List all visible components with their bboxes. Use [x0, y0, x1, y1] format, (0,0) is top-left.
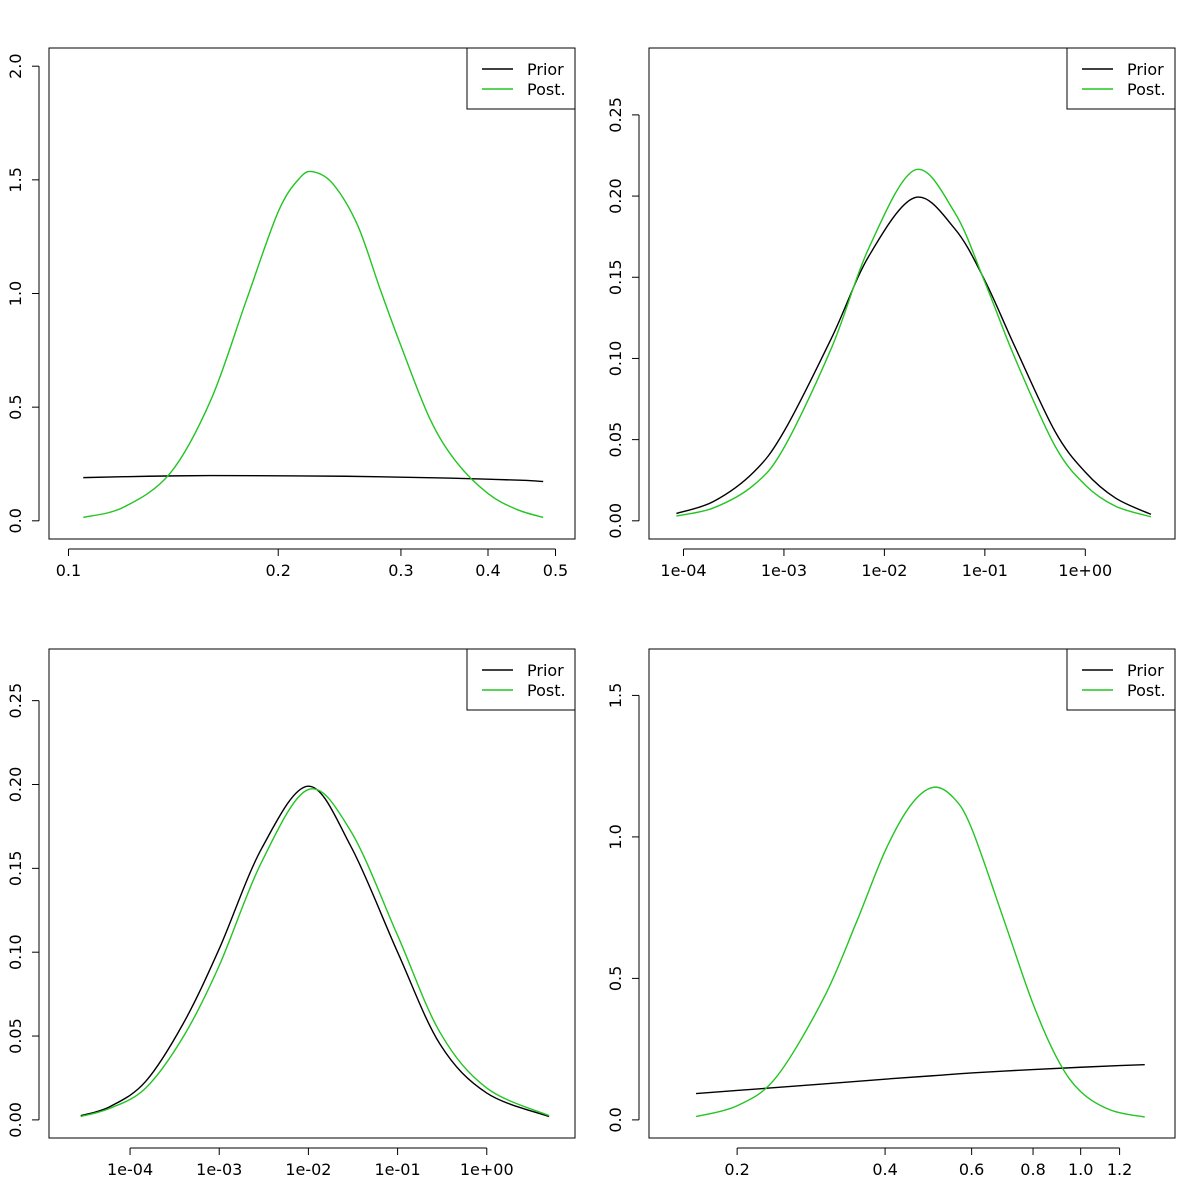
x-tick-label: 0.2 [266, 561, 291, 580]
y-tick-label: 0.15 [606, 259, 625, 295]
prior-curve [83, 474, 544, 483]
posterior-curve [83, 170, 544, 519]
y-tick-label: 0.00 [6, 1102, 25, 1138]
y-tick-label: 2.0 [6, 53, 25, 78]
x-tick-label: 0.6 [959, 1160, 984, 1179]
x-tick-label: 1e-01 [375, 1160, 421, 1179]
posterior-curve [695, 786, 1145, 1118]
y-tick-label: 0.20 [606, 178, 625, 214]
panel-3: 1e-04 1e-03 1e-02 1e-01 1e+00 0.00 0.05 0.10 0.1… [6, 648, 576, 1179]
y-tick-label: 0.5 [6, 394, 25, 419]
y-tick-label: 0.0 [606, 1107, 625, 1132]
x-tick-label: 1e-04 [660, 561, 706, 580]
legend-label: Prior [1127, 60, 1164, 79]
x-tick-label: 1e-01 [962, 561, 1008, 580]
y-tick-label: 0.10 [606, 341, 625, 377]
x-tick-label: 1e-02 [285, 1160, 331, 1179]
x-tick-label: 1.0 [1068, 1160, 1093, 1179]
x-tick-label: 1e-03 [196, 1160, 242, 1179]
prior-curve [80, 785, 550, 1118]
x-tick-label: 1e+00 [460, 1160, 514, 1179]
legend-label: Post. [527, 681, 566, 700]
x-tick-label: 0.1 [56, 561, 81, 580]
x-tick-label: 0.5 [543, 561, 568, 580]
panel-2: 1e-04 1e-03 1e-02 1e-01 1e+00 0.00 0.05 0.10 0.1… [606, 47, 1176, 580]
y-tick-label: 0.5 [606, 966, 625, 991]
y-tick-label: 0.20 [6, 767, 25, 803]
x-tick-label: 1e+00 [1058, 561, 1112, 580]
x-tick-label: 0.4 [475, 561, 500, 580]
legend-box [466, 47, 576, 110]
x-tick-label: 1e-04 [107, 1160, 153, 1179]
x-tick-label: 0.4 [872, 1160, 897, 1179]
plot-frame [48, 47, 576, 540]
y-tick-label: 0.25 [6, 683, 25, 719]
y-tick-label: 0.15 [6, 851, 25, 887]
x-tick-label: 1e-02 [861, 561, 907, 580]
y-tick-label: 1.0 [6, 281, 25, 306]
y-tick-label: 0.0 [6, 508, 25, 533]
legend-label: Post. [527, 80, 566, 99]
x-tick-label: 0.3 [388, 561, 413, 580]
legend-box [1066, 47, 1176, 110]
x-tick-label: 0.8 [1020, 1160, 1045, 1179]
legend-box [1066, 648, 1176, 711]
y-tick-label: 0.00 [606, 503, 625, 539]
posterior-curve [80, 788, 550, 1118]
plot-frame [48, 648, 576, 1139]
prior-curve [676, 196, 1152, 515]
y-tick-label: 1.5 [6, 167, 25, 192]
legend-label: Prior [527, 60, 564, 79]
prior-curve [696, 1064, 1145, 1095]
posterior-curve [676, 168, 1152, 518]
y-tick-label: 1.5 [606, 683, 625, 708]
y-tick-label: 0.10 [6, 934, 25, 970]
y-tick-label: 0.05 [606, 422, 625, 458]
plot-frame [648, 648, 1176, 1139]
x-tick-label: 0.2 [724, 1160, 749, 1179]
legend-label: Post. [1127, 80, 1166, 99]
x-tick-label: 1e-03 [761, 561, 807, 580]
legend-box [466, 648, 576, 711]
plot-frame [648, 47, 1176, 540]
y-tick-label: 1.0 [606, 824, 625, 849]
legend-label: Prior [527, 661, 564, 680]
x-tick-label: 1.2 [1107, 1160, 1132, 1179]
legend-label: Post. [1127, 681, 1166, 700]
y-tick-label: 0.05 [6, 1018, 25, 1054]
y-tick-label: 0.25 [606, 97, 625, 133]
legend-label: Prior [1127, 661, 1164, 680]
